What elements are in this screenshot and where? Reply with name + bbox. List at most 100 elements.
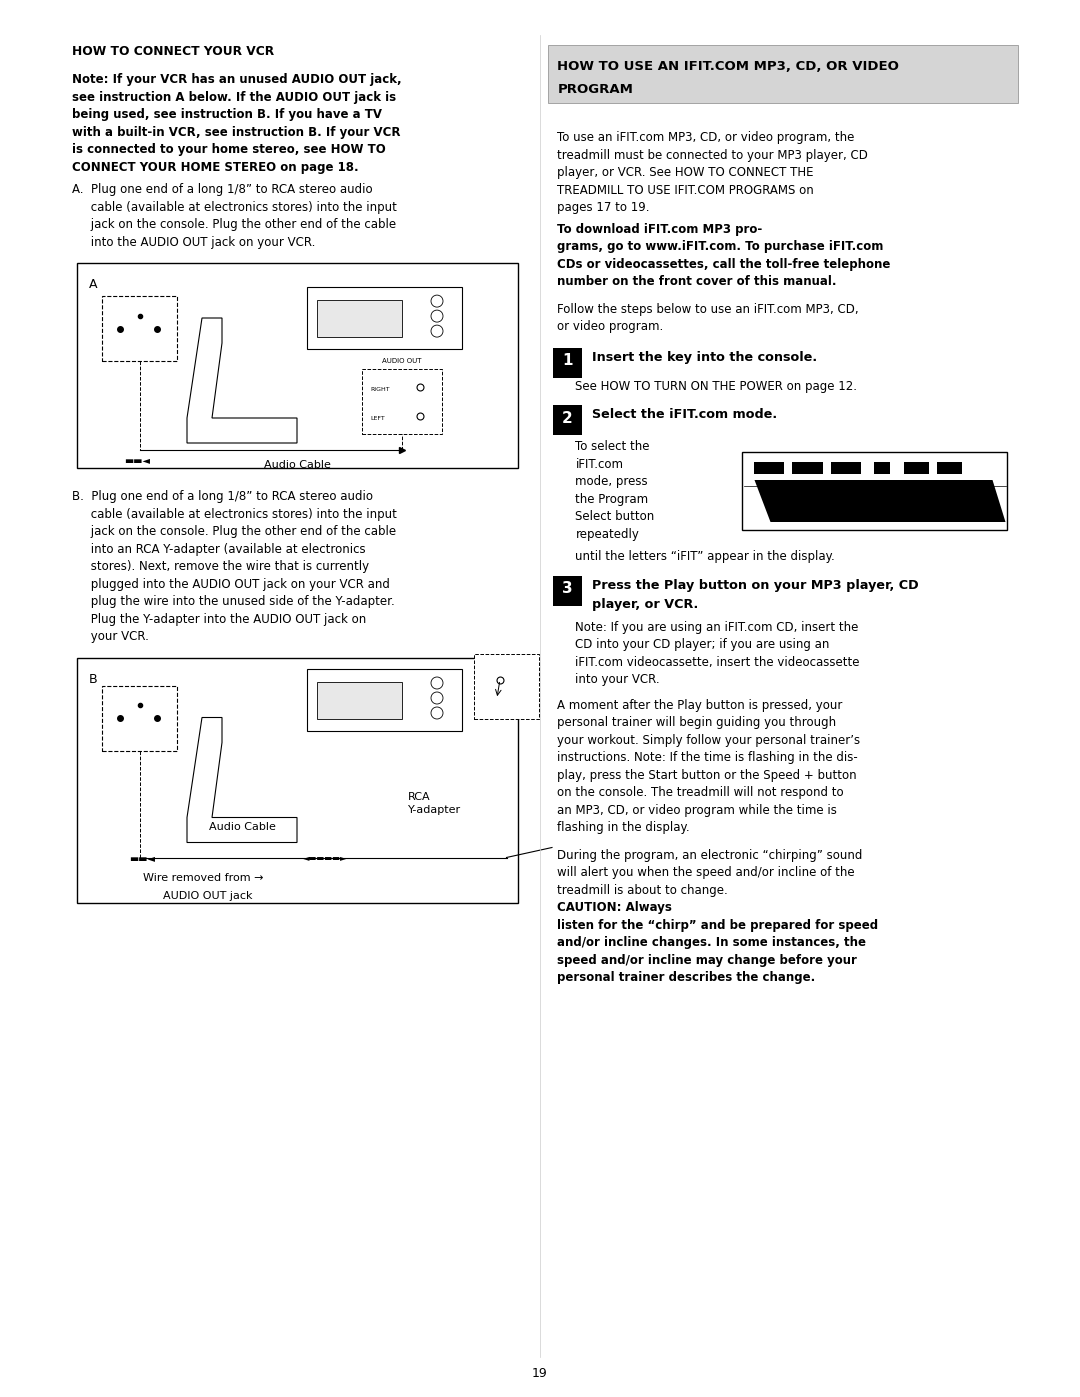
Text: plugged into the AUDIO OUT jack on your VCR and: plugged into the AUDIO OUT jack on your … bbox=[72, 577, 390, 591]
Text: A: A bbox=[89, 278, 97, 291]
Text: player, or VCR.: player, or VCR. bbox=[593, 598, 699, 610]
FancyBboxPatch shape bbox=[831, 462, 861, 474]
Text: plug the wire into the unused side of the Y-adapter.: plug the wire into the unused side of th… bbox=[72, 595, 395, 608]
Text: Note: If your VCR has an unused AUDIO OUT jack,: Note: If your VCR has an unused AUDIO OU… bbox=[72, 73, 402, 87]
Text: treadmill is about to change.: treadmill is about to change. bbox=[557, 883, 728, 897]
Text: an MP3, CD, or video program while the time is: an MP3, CD, or video program while the t… bbox=[557, 803, 837, 816]
Text: personal trainer will begin guiding you through: personal trainer will begin guiding you … bbox=[557, 717, 837, 729]
Text: HOW TO USE AN IFIT.COM MP3, CD, OR VIDEO: HOW TO USE AN IFIT.COM MP3, CD, OR VIDEO bbox=[557, 60, 900, 73]
Text: HOW TO CONNECT YOUR VCR: HOW TO CONNECT YOUR VCR bbox=[72, 45, 274, 59]
Text: CAUTION: Always: CAUTION: Always bbox=[557, 901, 673, 914]
FancyBboxPatch shape bbox=[307, 669, 462, 731]
FancyBboxPatch shape bbox=[474, 654, 539, 718]
Text: cable (available at electronics stores) into the input: cable (available at electronics stores) … bbox=[72, 507, 396, 521]
Text: Press the Play button on your MP3 player, CD: Press the Play button on your MP3 player… bbox=[593, 578, 919, 591]
FancyBboxPatch shape bbox=[77, 658, 517, 902]
FancyBboxPatch shape bbox=[77, 263, 517, 468]
Text: until the letters “iFIT” appear in the display.: until the letters “iFIT” appear in the d… bbox=[576, 550, 835, 563]
Text: CONNECT YOUR HOME STEREO on page 18.: CONNECT YOUR HOME STEREO on page 18. bbox=[72, 161, 359, 173]
Text: personal trainer describes the change.: personal trainer describes the change. bbox=[557, 971, 815, 983]
Text: Plug the Y-adapter into the AUDIO OUT jack on: Plug the Y-adapter into the AUDIO OUT ja… bbox=[72, 612, 366, 626]
Text: and/or incline changes. In some instances, the: and/or incline changes. In some instance… bbox=[557, 936, 866, 949]
Text: with a built-in VCR, see instruction B. If your VCR: with a built-in VCR, see instruction B. … bbox=[72, 126, 401, 138]
FancyBboxPatch shape bbox=[362, 369, 442, 434]
Text: into your VCR.: into your VCR. bbox=[576, 673, 660, 686]
Text: Note: If you are using an iFIT.com CD, insert the: Note: If you are using an iFIT.com CD, i… bbox=[576, 620, 859, 633]
Text: into an RCA Y-adapter (available at electronics: into an RCA Y-adapter (available at elec… bbox=[72, 542, 366, 556]
Text: To use an iFIT.com MP3, CD, or video program, the: To use an iFIT.com MP3, CD, or video pro… bbox=[557, 131, 855, 144]
FancyBboxPatch shape bbox=[318, 300, 402, 337]
FancyBboxPatch shape bbox=[937, 462, 962, 474]
Text: ▬▬◄: ▬▬◄ bbox=[130, 854, 156, 863]
Text: grams, go to www.iFIT.com. To purchase iFIT.com: grams, go to www.iFIT.com. To purchase i… bbox=[557, 240, 883, 253]
Text: Select the iFIT.com mode.: Select the iFIT.com mode. bbox=[593, 408, 778, 420]
Text: iFIT.com: iFIT.com bbox=[576, 457, 623, 471]
FancyBboxPatch shape bbox=[553, 576, 582, 605]
Text: cable (available at electronics stores) into the input: cable (available at electronics stores) … bbox=[72, 201, 396, 214]
FancyBboxPatch shape bbox=[102, 686, 177, 750]
Polygon shape bbox=[755, 481, 1005, 522]
Text: repeatedly: repeatedly bbox=[576, 528, 639, 541]
Text: RIGHT: RIGHT bbox=[370, 387, 390, 393]
FancyBboxPatch shape bbox=[553, 405, 582, 434]
Text: pages 17 to 19.: pages 17 to 19. bbox=[557, 201, 650, 214]
Text: Audio Cable: Audio Cable bbox=[210, 821, 276, 831]
Text: your VCR.: your VCR. bbox=[72, 630, 149, 643]
Text: jack on the console. Plug the other end of the cable: jack on the console. Plug the other end … bbox=[72, 525, 396, 538]
Text: 1: 1 bbox=[563, 353, 572, 367]
Text: 19: 19 bbox=[532, 1368, 548, 1380]
FancyBboxPatch shape bbox=[307, 288, 462, 349]
FancyBboxPatch shape bbox=[318, 682, 402, 719]
FancyBboxPatch shape bbox=[553, 348, 582, 377]
Text: Insert the key into the console.: Insert the key into the console. bbox=[593, 351, 818, 363]
Text: Follow the steps below to use an iFIT.com MP3, CD,: Follow the steps below to use an iFIT.co… bbox=[557, 303, 859, 316]
Text: A moment after the Play button is pressed, your: A moment after the Play button is presse… bbox=[557, 698, 842, 711]
FancyBboxPatch shape bbox=[793, 462, 823, 474]
Text: To download iFIT.com MP3 pro-: To download iFIT.com MP3 pro- bbox=[557, 222, 762, 236]
FancyBboxPatch shape bbox=[875, 462, 890, 474]
Text: Audio Cable: Audio Cable bbox=[264, 460, 330, 469]
Text: listen for the “chirp” and be prepared for speed: listen for the “chirp” and be prepared f… bbox=[557, 918, 879, 932]
Text: or video program.: or video program. bbox=[557, 320, 664, 332]
Text: flashing in the display.: flashing in the display. bbox=[557, 821, 690, 834]
Text: To select the: To select the bbox=[576, 440, 650, 453]
FancyBboxPatch shape bbox=[548, 45, 1018, 103]
Text: i FIT: i FIT bbox=[753, 515, 768, 525]
Text: 3: 3 bbox=[563, 581, 572, 597]
Text: PROGRAM: PROGRAM bbox=[557, 82, 633, 96]
Text: instructions. Note: If the time is flashing in the dis-: instructions. Note: If the time is flash… bbox=[557, 752, 859, 764]
FancyBboxPatch shape bbox=[102, 296, 177, 362]
Text: RCA
Y-adapter: RCA Y-adapter bbox=[408, 792, 461, 814]
Text: Wire removed from →: Wire removed from → bbox=[143, 873, 264, 883]
Text: mode, press: mode, press bbox=[576, 475, 648, 488]
FancyBboxPatch shape bbox=[755, 462, 784, 474]
Text: 2: 2 bbox=[562, 411, 572, 426]
Text: B.  Plug one end of a long 1/8” to RCA stereo audio: B. Plug one end of a long 1/8” to RCA st… bbox=[72, 490, 373, 503]
Text: see instruction A below. If the AUDIO OUT jack is: see instruction A below. If the AUDIO OU… bbox=[72, 91, 396, 103]
Text: iFIT.com videocassette, insert the videocassette: iFIT.com videocassette, insert the video… bbox=[576, 655, 860, 669]
Text: CD into your CD player; if you are using an: CD into your CD player; if you are using… bbox=[576, 638, 829, 651]
Text: LEFT: LEFT bbox=[370, 416, 384, 420]
Text: During the program, an electronic “chirping” sound: During the program, an electronic “chirp… bbox=[557, 848, 863, 862]
Text: See HOW TO TURN ON THE POWER on page 12.: See HOW TO TURN ON THE POWER on page 12. bbox=[576, 380, 858, 393]
Text: B: B bbox=[89, 672, 97, 686]
Text: being used, see instruction B. If you have a TV: being used, see instruction B. If you ha… bbox=[72, 108, 382, 122]
Text: A.  Plug one end of a long 1/8” to RCA stereo audio: A. Plug one end of a long 1/8” to RCA st… bbox=[72, 183, 373, 196]
Text: your workout. Simply follow your personal trainer’s: your workout. Simply follow your persona… bbox=[557, 733, 861, 746]
Text: speed and/or incline may change before your: speed and/or incline may change before y… bbox=[557, 954, 858, 967]
Text: stores). Next, remove the wire that is currently: stores). Next, remove the wire that is c… bbox=[72, 560, 369, 573]
Text: CDs or videocassettes, call the toll-free telephone: CDs or videocassettes, call the toll-fre… bbox=[557, 257, 891, 271]
Text: is connected to your home stereo, see HOW TO: is connected to your home stereo, see HO… bbox=[72, 142, 386, 156]
Text: AUDIO OUT jack: AUDIO OUT jack bbox=[163, 890, 253, 901]
Text: on the console. The treadmill will not respond to: on the console. The treadmill will not r… bbox=[557, 787, 845, 799]
FancyBboxPatch shape bbox=[742, 453, 1008, 529]
Text: play, press the Start button or the Speed + button: play, press the Start button or the Spee… bbox=[557, 768, 858, 781]
FancyBboxPatch shape bbox=[904, 462, 930, 474]
Text: the Program: the Program bbox=[576, 493, 649, 506]
Text: ▬▬◄: ▬▬◄ bbox=[124, 455, 150, 465]
Text: treadmill must be connected to your MP3 player, CD: treadmill must be connected to your MP3 … bbox=[557, 148, 868, 162]
Text: player, or VCR. See HOW TO CONNECT THE: player, or VCR. See HOW TO CONNECT THE bbox=[557, 166, 814, 179]
Text: will alert you when the speed and/or incline of the: will alert you when the speed and/or inc… bbox=[557, 866, 855, 879]
Text: Select button: Select button bbox=[576, 510, 654, 522]
Text: jack on the console. Plug the other end of the cable: jack on the console. Plug the other end … bbox=[72, 218, 396, 231]
